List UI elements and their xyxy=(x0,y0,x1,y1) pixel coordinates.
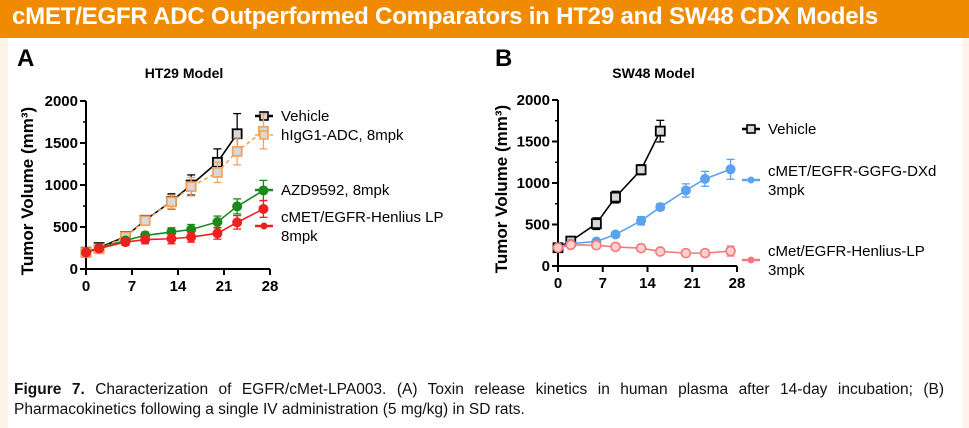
y-tick-label: 1000 xyxy=(45,177,78,194)
banner-title: cMET/EGFR ADC Outperformed Comparators i… xyxy=(12,3,879,30)
legend-label: cMET/EGFR-Henlius LP xyxy=(281,209,444,226)
x-tick-label: 0 xyxy=(554,275,562,292)
y-tick-label: 2000 xyxy=(45,93,78,110)
x-tick-label: 14 xyxy=(639,275,656,292)
data-point xyxy=(654,125,666,137)
data-point xyxy=(166,196,177,208)
x-tick-label: 7 xyxy=(128,278,136,295)
chart-title: HT29 Model xyxy=(145,65,224,81)
data-point xyxy=(655,202,666,213)
legend-label: 3mpk xyxy=(768,262,805,279)
x-tick-label: 7 xyxy=(599,275,607,292)
series-0 xyxy=(552,119,666,254)
data-point xyxy=(81,247,91,258)
data-point xyxy=(654,246,666,257)
data-point xyxy=(139,215,151,227)
panel-b-label: B xyxy=(495,45,513,72)
data-point xyxy=(565,239,577,251)
legend-item-1: hIgG1-ADC, 8mpk xyxy=(255,127,404,144)
y-tick-label: 1500 xyxy=(45,135,78,152)
chart-ht29: HT29 Model Tumor Volume (mm³) 0 500 1000 1500… xyxy=(18,65,444,295)
x-tick-label: 28 xyxy=(729,275,746,292)
legend-marker xyxy=(746,124,756,134)
data-point xyxy=(231,128,243,140)
legend-marker xyxy=(259,130,269,140)
data-point xyxy=(212,167,223,178)
data-point xyxy=(232,201,243,212)
y-axis-label: Tumor Volume (mm³) xyxy=(492,105,511,273)
legend-label: 3mpk xyxy=(768,182,805,199)
y-tick-label: 1000 xyxy=(517,175,550,192)
y-tick-label: 2000 xyxy=(517,92,550,109)
x-tick-label: 21 xyxy=(216,278,233,295)
figure-caption: Figure 7. Characterization of EGFR/cMet-… xyxy=(14,380,944,420)
chart-sw48: SW48 Model Tumor Volume (mm³) 0 500 1000 1500… xyxy=(492,65,936,292)
legend-marker xyxy=(747,176,755,184)
y-tick-label: 0 xyxy=(70,261,78,278)
legend-label: hIgG1-ADC, 8mpk xyxy=(281,127,404,144)
data-point xyxy=(232,217,243,228)
legend-label: Vehicle xyxy=(768,121,816,138)
data-point xyxy=(258,203,269,214)
data-point xyxy=(699,247,711,259)
legend-marker xyxy=(260,186,268,194)
legend-label: cMET/EGFR-GGFG-DXd xyxy=(768,163,936,180)
title-banner: cMET/EGFR ADC Outperformed Comparators i… xyxy=(0,0,969,38)
data-point xyxy=(636,215,647,226)
legend-item-3: cMET/EGFR-Henlius LP 8mpk xyxy=(255,209,444,245)
data-point xyxy=(591,239,602,251)
caption-lead: Figure 7. xyxy=(14,381,85,398)
data-point xyxy=(120,237,131,248)
data-point xyxy=(185,181,197,193)
legend-label: AZD9592, 8mpk xyxy=(281,182,390,199)
data-point xyxy=(680,185,691,196)
data-point xyxy=(680,247,692,259)
data-point xyxy=(700,173,711,184)
data-point xyxy=(610,241,621,253)
series-2 xyxy=(552,239,736,259)
series-3 xyxy=(81,199,269,258)
data-point xyxy=(590,218,602,230)
data-point xyxy=(140,234,151,245)
data-point xyxy=(725,164,736,175)
data-point xyxy=(186,232,197,243)
legend-item-0: Vehicle xyxy=(255,108,329,125)
data-point xyxy=(231,146,243,157)
data-point xyxy=(166,233,177,244)
legend-label: 8mpk xyxy=(281,228,318,245)
x-tick-label: 0 xyxy=(82,278,90,295)
chart-title: SW48 Model xyxy=(612,65,694,81)
legend-label: Vehicle xyxy=(281,108,329,125)
y-axis-label: Tumor Volume (mm³) xyxy=(18,107,37,275)
data-point xyxy=(635,164,647,176)
page-background xyxy=(8,0,962,428)
x-tick-label: 28 xyxy=(262,278,279,295)
data-point xyxy=(212,228,223,239)
data-point xyxy=(552,242,564,254)
data-point xyxy=(635,242,647,254)
x-tick-label: 14 xyxy=(170,278,187,295)
x-tick-label: 21 xyxy=(684,275,701,292)
legend-item-2: cMet/EGFR-Henlius-LP 3mpk xyxy=(742,243,925,279)
data-point xyxy=(610,191,621,203)
data-point xyxy=(725,245,736,257)
legend-marker xyxy=(260,222,268,230)
legend-item-0: Vehicle xyxy=(742,121,816,138)
caption-text: Characterization of EGFR/cMet-LPA003. (A… xyxy=(14,381,944,418)
data-point xyxy=(94,243,105,254)
legend-marker xyxy=(747,256,755,264)
data-point xyxy=(212,216,223,227)
legend-item-1: cMET/EGFR-GGFG-DXd 3mpk xyxy=(742,163,936,199)
series-line xyxy=(557,130,662,249)
y-tick-label: 1500 xyxy=(517,134,550,151)
panel-a-label: A xyxy=(17,45,35,72)
y-tick-label: 500 xyxy=(525,217,550,234)
y-tick-label: 500 xyxy=(53,219,78,236)
data-point xyxy=(610,229,621,240)
y-tick-label: 0 xyxy=(542,258,550,275)
legend-label: cMet/EGFR-Henlius-LP xyxy=(768,243,925,260)
legend-item-2: AZD9592, 8mpk xyxy=(255,182,390,199)
